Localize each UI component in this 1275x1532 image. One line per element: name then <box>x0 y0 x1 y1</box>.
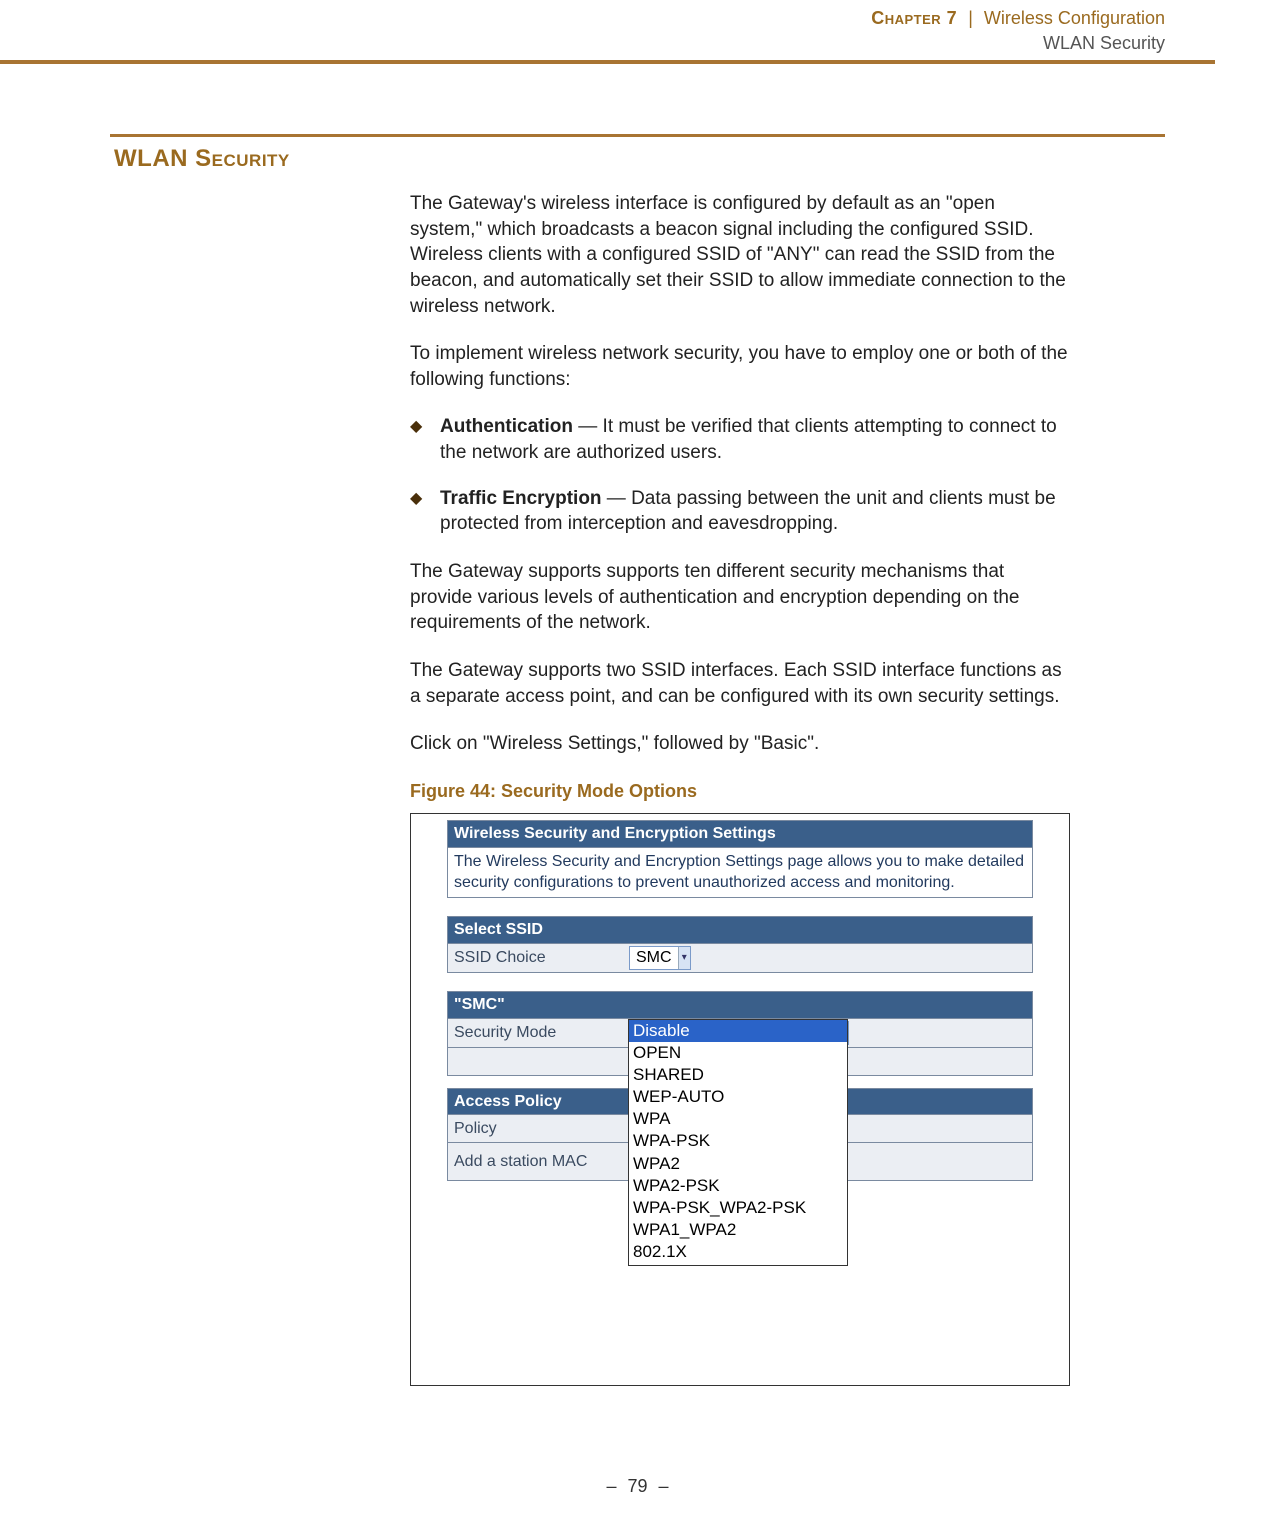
body-column: The Gateway's wireless interface is conf… <box>410 191 1070 1386</box>
dropdown-option[interactable]: WPA2-PSK <box>629 1175 847 1197</box>
chevron-down-icon: ▾ <box>678 947 690 969</box>
smc-title: "SMC" <box>447 991 1033 1019</box>
bullet-item: Traffic Encryption — Data passing betwee… <box>410 486 1070 537</box>
paragraph: Click on "Wireless Settings," followed b… <box>410 731 1070 757</box>
chapter-header: Chapter 7 | Wireless Configuration <box>0 0 1275 33</box>
panel-title: Wireless Security and Encryption Setting… <box>447 820 1033 848</box>
chapter-title: Wireless Configuration <box>984 8 1165 28</box>
header-rule <box>0 60 1215 64</box>
chapter-number: Chapter 7 <box>871 8 957 28</box>
page-number: 79 <box>627 1476 647 1496</box>
paragraph: The Gateway supports two SSID interfaces… <box>410 658 1070 709</box>
section-title: WLAN Security <box>110 145 1165 173</box>
security-mode-label: Security Mode <box>454 1022 629 1044</box>
bullet-list: Authentication — It must be verified tha… <box>410 414 1070 537</box>
ssid-choice-row: SSID Choice SMC ▾ <box>447 944 1033 973</box>
dropdown-option[interactable]: 802.1X <box>629 1241 847 1263</box>
security-mode-dropdown[interactable]: Disable OPEN SHARED WEP-AUTO WPA WPA-PSK… <box>628 1019 848 1266</box>
paragraph: The Gateway's wireless interface is conf… <box>410 191 1070 319</box>
footer-dash: – <box>659 1476 669 1496</box>
ssid-choice-label: SSID Choice <box>454 947 629 969</box>
dropdown-option[interactable]: SHARED <box>629 1064 847 1086</box>
dropdown-option[interactable]: OPEN <box>629 1042 847 1064</box>
screenshot-inner: Wireless Security and Encryption Setting… <box>447 820 1033 1369</box>
dropdown-option[interactable]: WPA-PSK_WPA2-PSK <box>629 1197 847 1219</box>
dropdown-option[interactable]: WEP-AUTO <box>629 1086 847 1108</box>
page: Chapter 7 | Wireless Configuration WLAN … <box>0 0 1275 1497</box>
dropdown-option[interactable]: WPA <box>629 1108 847 1130</box>
add-mac-label: Add a station MAC <box>454 1151 629 1173</box>
select-ssid-title: Select SSID <box>447 916 1033 944</box>
figure-caption: Figure 44: Security Mode Options <box>410 779 1070 803</box>
bullet-item: Authentication — It must be verified tha… <box>410 414 1070 465</box>
ssid-choice-selected: SMC <box>630 947 678 969</box>
ssid-choice-select[interactable]: SMC ▾ <box>629 946 691 970</box>
paragraph: The Gateway supports supports ten differ… <box>410 559 1070 636</box>
section-heading-wrap: WLAN Security The Gateway's wireless int… <box>110 134 1165 1386</box>
footer-dash: – <box>606 1476 616 1496</box>
bullet-term: Authentication <box>440 416 573 437</box>
dropdown-option[interactable]: WPA-PSK <box>629 1130 847 1152</box>
dropdown-option[interactable]: WPA2 <box>629 1153 847 1175</box>
policy-label: Policy <box>454 1118 629 1140</box>
chapter-subtitle: WLAN Security <box>0 33 1275 60</box>
paragraph: To implement wireless network security, … <box>410 341 1070 392</box>
header-pipe: | <box>968 8 973 28</box>
bullet-term: Traffic Encryption <box>440 488 602 509</box>
dropdown-option[interactable]: WPA1_WPA2 <box>629 1219 847 1241</box>
page-footer: – 79 – <box>0 1476 1275 1497</box>
dropdown-option[interactable]: Disable <box>629 1020 847 1042</box>
screenshot-figure: Wireless Security and Encryption Setting… <box>410 813 1070 1386</box>
smc-section: "SMC" Security Mode Disable ▾ <box>447 991 1033 1048</box>
select-ssid-section: Select SSID SSID Choice SMC ▾ <box>447 916 1033 973</box>
panel-description: The Wireless Security and Encryption Set… <box>447 848 1033 899</box>
section-rule <box>110 134 1165 137</box>
ssid-choice-value-cell: SMC ▾ <box>629 946 1026 970</box>
